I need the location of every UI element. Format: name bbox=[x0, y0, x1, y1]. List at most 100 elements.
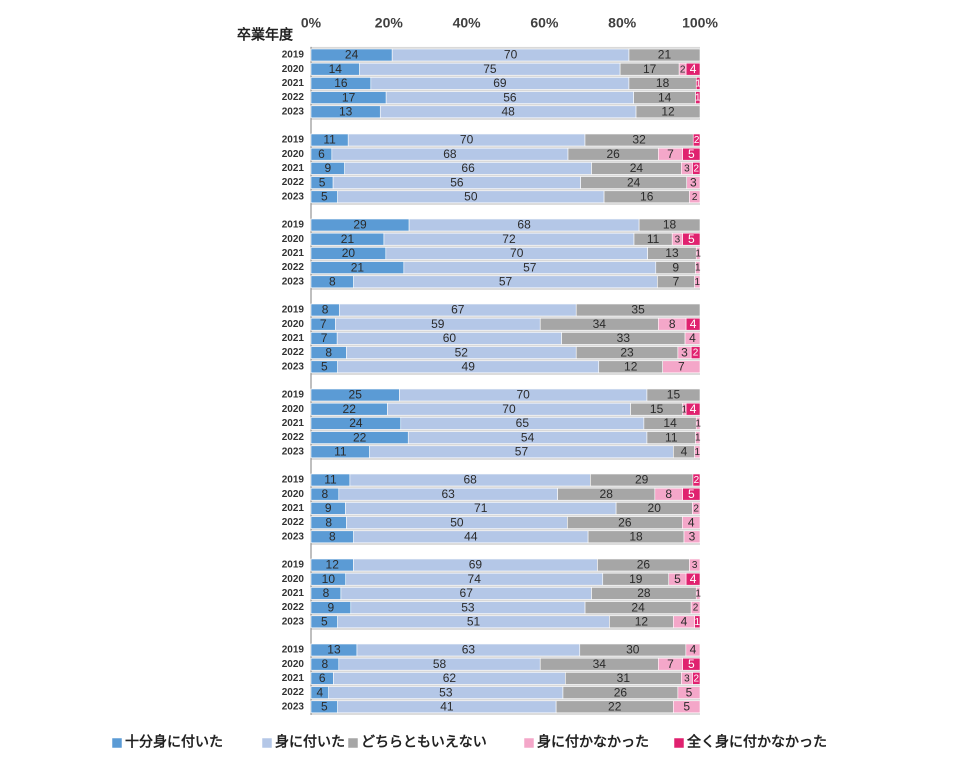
data-label: 3 bbox=[690, 175, 697, 189]
data-label: 7 bbox=[667, 657, 674, 671]
data-label: 1 bbox=[695, 589, 701, 600]
data-label: 24 bbox=[345, 48, 359, 62]
data-label: 22 bbox=[353, 430, 367, 444]
x-tick-label: 0% bbox=[301, 15, 322, 31]
data-label: 3 bbox=[692, 560, 698, 571]
bar-segment-none bbox=[695, 77, 701, 90]
data-label: 16 bbox=[334, 76, 348, 90]
data-label: 15 bbox=[650, 402, 664, 416]
bar-segment-notmuch bbox=[686, 176, 701, 189]
data-label: 18 bbox=[656, 76, 670, 90]
data-label: 11 bbox=[324, 473, 337, 487]
data-label: 14 bbox=[329, 62, 343, 76]
data-label: 68 bbox=[463, 473, 477, 487]
x-tick-label: 100% bbox=[682, 15, 718, 31]
data-label: 21 bbox=[351, 260, 365, 274]
data-label: 9 bbox=[672, 260, 679, 274]
data-label: 56 bbox=[503, 90, 517, 104]
data-label: 3 bbox=[689, 529, 696, 543]
data-label: 14 bbox=[658, 90, 672, 104]
data-label: 2 bbox=[680, 64, 686, 75]
year-label: 2023 bbox=[282, 531, 305, 542]
data-label: 5 bbox=[674, 572, 681, 586]
x-tick-label: 20% bbox=[375, 15, 404, 31]
data-label: 11 bbox=[334, 444, 347, 458]
bar-segment-notmuch bbox=[683, 530, 701, 544]
bar-group: 2019 11 68 29 2 2020 8 63 28 8 5 2021 9 71 20 2 2022 8 50 2… bbox=[282, 473, 701, 544]
year-label: 2023 bbox=[282, 701, 305, 712]
data-label: 12 bbox=[624, 359, 638, 373]
data-label: 23 bbox=[620, 345, 634, 359]
bar-segment-notmuch bbox=[673, 700, 701, 714]
data-label: 13 bbox=[665, 246, 679, 260]
bar-segment-notmuch bbox=[689, 190, 701, 204]
data-label: 67 bbox=[451, 303, 465, 317]
data-label: 57 bbox=[523, 260, 537, 274]
data-label: 35 bbox=[631, 303, 645, 317]
data-label: 5 bbox=[683, 699, 690, 713]
data-label: 57 bbox=[499, 274, 513, 288]
data-label: 72 bbox=[502, 232, 516, 246]
bar-segment-none bbox=[692, 133, 701, 147]
data-label: 57 bbox=[515, 444, 529, 458]
data-label: 70 bbox=[517, 388, 531, 402]
data-label: 26 bbox=[637, 558, 651, 572]
data-label: 1 bbox=[695, 79, 701, 90]
data-label: 54 bbox=[521, 430, 535, 444]
data-label: 5 bbox=[688, 487, 695, 501]
data-label: 1 bbox=[695, 433, 701, 444]
bar-segment-notmuch bbox=[692, 502, 701, 515]
data-label: 60 bbox=[443, 331, 457, 345]
bar-segment-none bbox=[692, 473, 701, 487]
data-label: 69 bbox=[493, 76, 507, 90]
data-label: 70 bbox=[510, 246, 524, 260]
year-label: 2023 bbox=[282, 361, 305, 372]
data-label: 7 bbox=[678, 359, 685, 373]
year-label: 2022 bbox=[282, 517, 305, 528]
data-label: 29 bbox=[353, 218, 367, 232]
group-separator bbox=[311, 374, 700, 389]
bar-segment-notmuch bbox=[695, 587, 701, 600]
data-label: 13 bbox=[339, 104, 353, 118]
data-label: 34 bbox=[593, 317, 607, 331]
legend-swatch-none bbox=[673, 737, 685, 749]
year-label: 2020 bbox=[282, 319, 305, 330]
data-label: 11 bbox=[323, 133, 336, 147]
row-axis-label: 卒業年度 bbox=[237, 27, 294, 43]
data-label: 50 bbox=[464, 189, 478, 203]
data-label: 1 bbox=[682, 404, 688, 415]
data-label: 5 bbox=[688, 657, 695, 671]
data-label: 2 bbox=[693, 504, 699, 515]
data-label: 28 bbox=[637, 586, 651, 600]
legend-label-none: 全く身に付かなかった bbox=[686, 734, 827, 750]
year-label: 2023 bbox=[282, 106, 305, 117]
data-label: 50 bbox=[450, 515, 464, 529]
data-label: 13 bbox=[327, 643, 341, 657]
bar-segment-none bbox=[690, 346, 701, 359]
data-label: 20 bbox=[648, 501, 662, 515]
data-label: 62 bbox=[443, 671, 457, 685]
year-label: 2021 bbox=[282, 163, 305, 174]
data-label: 4 bbox=[690, 317, 697, 331]
year-label: 2022 bbox=[282, 687, 305, 698]
year-label: 2021 bbox=[282, 78, 305, 89]
data-label: 5 bbox=[321, 614, 328, 628]
bar-segment-notmuch bbox=[694, 445, 701, 459]
year-label: 2019 bbox=[282, 390, 305, 401]
data-label: 44 bbox=[464, 529, 478, 543]
bar-segment-notmuch bbox=[690, 601, 701, 614]
data-label: 4 bbox=[681, 614, 688, 628]
data-label: 3 bbox=[681, 345, 688, 359]
bar-segment-notmuch bbox=[695, 261, 701, 274]
bar-segment-none bbox=[695, 91, 701, 104]
data-label: 5 bbox=[321, 699, 328, 713]
data-label: 3 bbox=[684, 164, 690, 175]
bar-segment-notmuch bbox=[684, 332, 701, 345]
data-label: 3 bbox=[684, 674, 690, 685]
legend-label-some: 身に付いた bbox=[275, 734, 345, 750]
data-label: 18 bbox=[663, 218, 677, 232]
data-label: 68 bbox=[517, 218, 531, 232]
